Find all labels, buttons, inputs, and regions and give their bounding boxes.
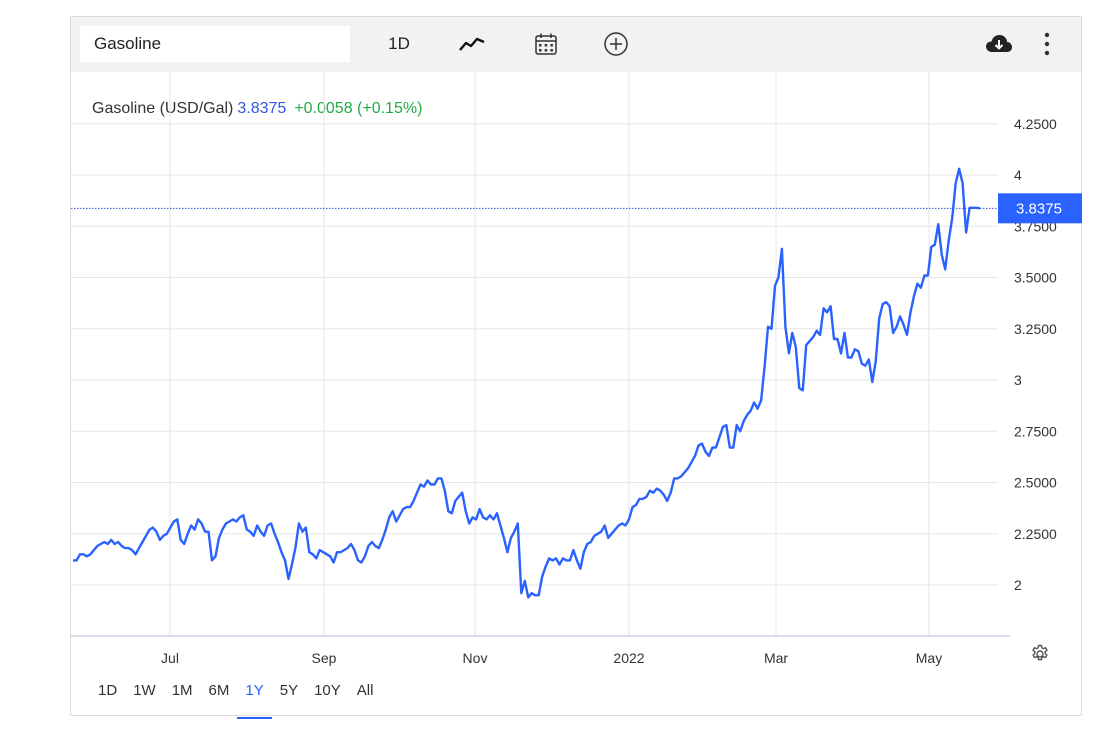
calendar-icon — [535, 33, 557, 55]
range-button-all[interactable]: All — [356, 682, 374, 699]
chart-frame — [70, 16, 1082, 716]
download-button[interactable] — [980, 26, 1018, 62]
series-legend: Gasoline (USD/Gal) 3.8375 +0.0058 (+0.15%) — [92, 100, 422, 118]
range-selector: 1D 1W 1M 6M 1Y 5Y 10Y All — [90, 676, 381, 719]
line-chart-icon — [459, 37, 485, 51]
chart-type-button[interactable] — [452, 26, 492, 62]
range-button-1m[interactable]: 1M — [171, 682, 193, 699]
interval-button[interactable]: 1D — [388, 34, 410, 53]
plus-circle-icon — [604, 32, 628, 56]
legend-price: 3.8375 — [237, 100, 287, 117]
date-range-button[interactable] — [526, 26, 566, 62]
range-button-1d[interactable]: 1D — [98, 682, 118, 699]
gear-icon — [1032, 644, 1048, 661]
range-button-6m[interactable]: 6M — [208, 682, 230, 699]
chart-settings-button[interactable] — [1026, 640, 1054, 668]
symbol-search-input[interactable] — [80, 26, 350, 62]
more-options-button[interactable] — [1034, 26, 1060, 62]
legend-series-name: Gasoline (USD/Gal) — [92, 100, 234, 117]
cloud-download-icon — [986, 35, 1012, 52]
add-comparison-button[interactable] — [596, 26, 636, 62]
range-button-5y[interactable]: 5Y — [279, 682, 299, 699]
range-button-1y[interactable]: 1Y — [237, 676, 273, 719]
range-button-1w[interactable]: 1W — [133, 682, 156, 699]
more-vertical-icon — [1044, 32, 1050, 56]
legend-change: +0.0058 (+0.15%) — [294, 100, 423, 117]
range-button-10y[interactable]: 10Y — [314, 682, 341, 699]
